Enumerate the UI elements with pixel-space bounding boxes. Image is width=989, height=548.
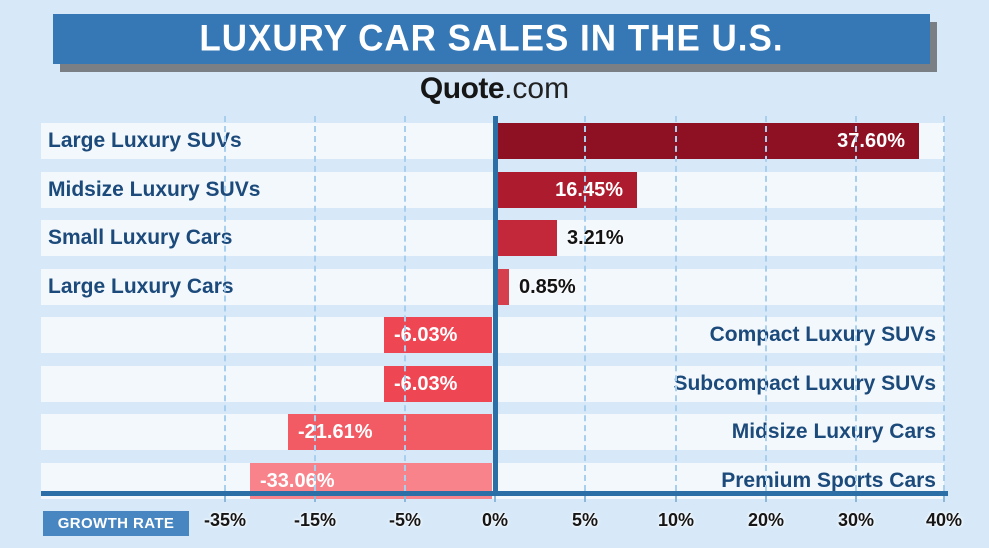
axis-tick-label: 40% [925,510,963,530]
page-title: LUXURY CAR SALES IN THE U.S. [199,18,784,59]
vertical-gridline [404,116,406,491]
category-label: Midsize Luxury Cars [731,420,936,443]
axis-tick-label: 30% [837,510,875,530]
axis-tick-mark [765,496,767,502]
axis-tick-mark [675,496,677,502]
axis-tick-mark [855,496,857,502]
axis-tick-mark [404,496,406,502]
bar [498,171,637,208]
axis-tick-mark [584,496,586,502]
vertical-gridline [675,116,677,491]
value-label: 3.21% [567,227,624,249]
bar [384,365,492,402]
category-label: Premium Sports Cars [721,468,936,492]
brand-domain-suffix: .com [504,72,570,105]
category-label: Large Luxury SUVs [48,129,242,152]
row-stripe [41,365,944,402]
axis-tick-label: 0% [481,510,508,530]
category-label: Small Luxury Cars [48,226,233,249]
axis-tick-label: 20% [747,510,785,530]
row-stripe [41,171,944,208]
bar [498,268,509,305]
value-label: -21.61% [298,421,373,443]
vertical-gridline [314,116,316,491]
row-stripe [41,414,944,450]
category-label: Subcompact Luxury SUVs [673,371,936,395]
value-label: 37.60% [837,130,905,152]
vertical-gridline [765,116,767,491]
axis-tick-label: -35% [203,510,247,530]
axis-tick-label: -15% [293,510,337,530]
axis-tick-mark [314,496,316,502]
axis-tick-mark [943,496,945,502]
bar [288,414,492,450]
axis-tick-mark [494,496,496,502]
title-banner: LUXURY CAR SALES IN THE U.S. [53,14,930,64]
bar [498,123,919,159]
vertical-gridline [855,116,857,491]
vertical-gridline [224,116,226,491]
bar [384,317,492,353]
axis-tick-label: -5% [388,510,421,530]
row-stripe [41,268,944,305]
row-stripe [41,317,944,353]
brand-logo: Quote.com [0,72,989,106]
bar [498,220,557,256]
category-label: Large Luxury Cars [48,274,234,298]
vertical-gridline [943,116,945,491]
x-axis-line [41,491,948,496]
category-label: Compact Luxury SUVs [709,323,936,346]
value-label: 0.85% [519,275,576,298]
zero-baseline [493,116,498,496]
axis-tick-label: 10% [657,510,695,530]
axis-tick-label: 5% [571,510,598,530]
category-label: Midsize Luxury SUVs [48,177,261,201]
vertical-gridline [584,116,586,491]
growth-rate-badge: GROWTH RATE [43,511,189,536]
value-label: -6.03% [394,372,458,395]
axis-tick-mark [224,496,226,502]
value-label: -6.03% [394,324,458,346]
value-label: 16.45% [555,178,623,201]
row-stripe [41,220,944,256]
brand-name: Quote [419,72,505,105]
